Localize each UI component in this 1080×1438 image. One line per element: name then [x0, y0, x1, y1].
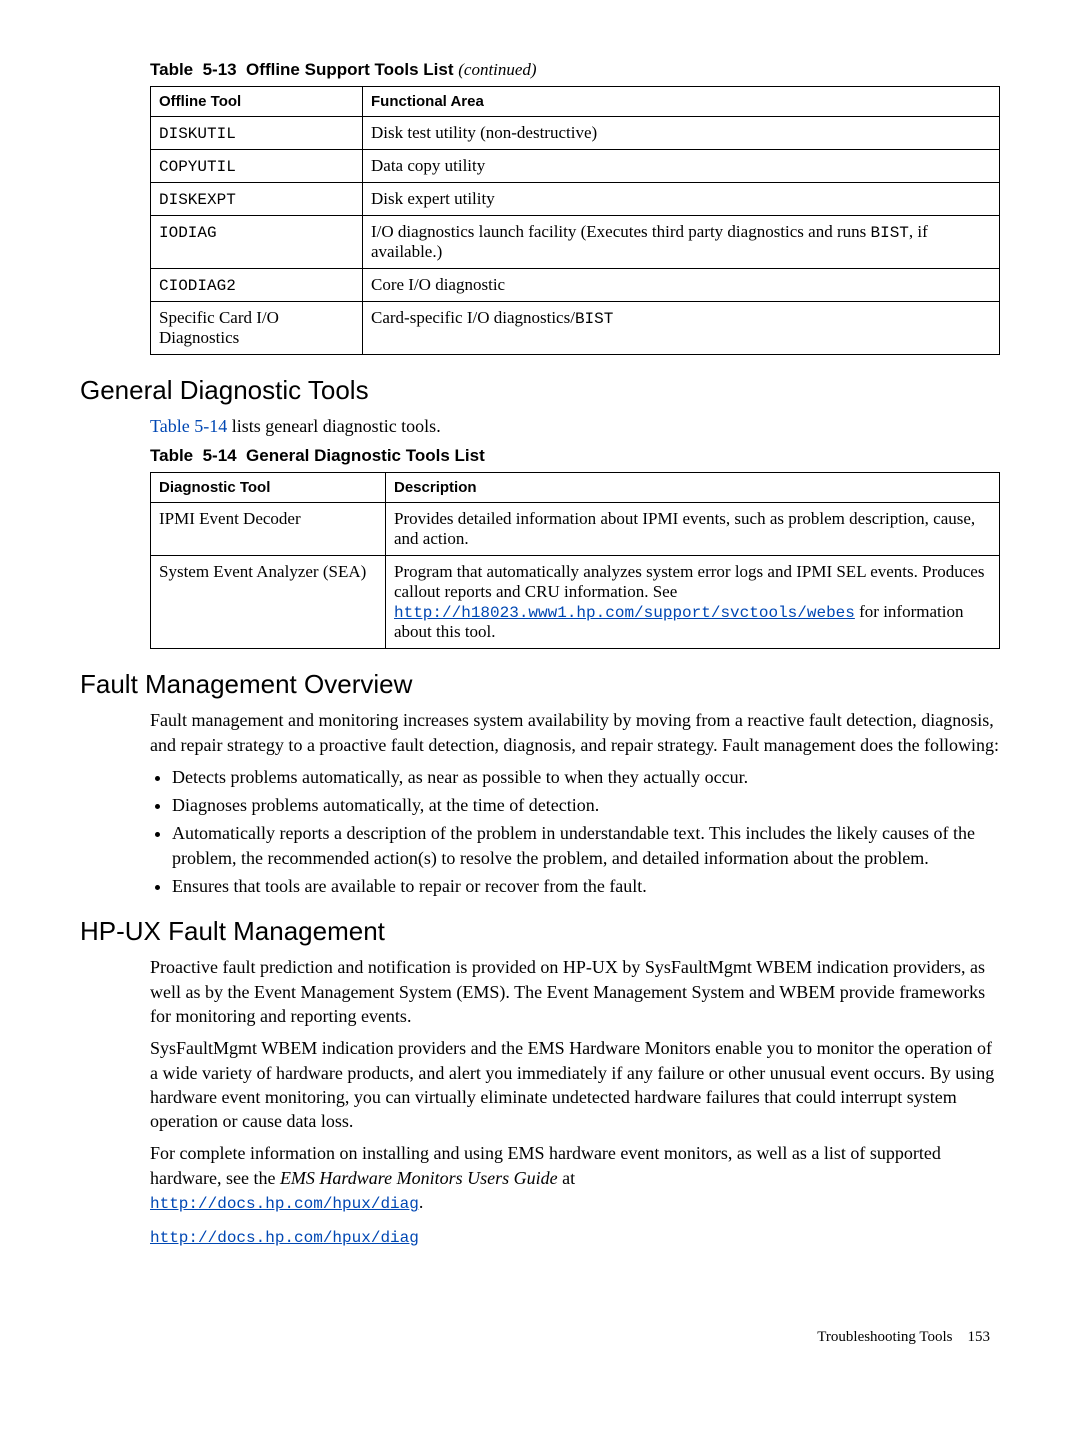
hpux-p3-post: at [558, 1168, 576, 1188]
cell: DISKUTIL [159, 125, 236, 143]
table-row: CIODIAG2 Core I/O diagnostic [151, 269, 1000, 302]
heading-fault-management-overview: Fault Management Overview [80, 669, 1000, 700]
heading-general-diagnostic-tools: General Diagnostic Tools [80, 375, 1000, 406]
cell-pre: I/O diagnostics launch facility (Execute… [371, 222, 870, 241]
cell: Disk expert utility [363, 183, 1000, 216]
cell: I/O diagnostics launch facility (Execute… [363, 216, 1000, 269]
hpux-p3-italic: EMS Hardware Monitors Users Guide [280, 1168, 558, 1188]
cell: Program that automatically analyzes syst… [386, 556, 1000, 649]
table-513-caption-continued: (continued) [458, 60, 536, 79]
cell: DISKEXPT [159, 191, 236, 209]
footer-label: Troubleshooting Tools [817, 1329, 952, 1345]
table-513-header-1: Functional Area [363, 87, 1000, 117]
gdt-intro-rest: lists genearl diagnostic tools. [227, 416, 440, 436]
cell: Card-specific I/O diagnostics/BIST [363, 302, 1000, 355]
table-row: System Event Analyzer (SEA) Program that… [151, 556, 1000, 649]
footer-page: 153 [968, 1329, 991, 1345]
hpux-p4: http://docs.hp.com/hpux/diag [150, 1224, 1000, 1250]
cell: IODIAG [159, 224, 217, 242]
table-row: IPMI Event Decoder Provides detailed inf… [151, 503, 1000, 556]
cell-mono: BIST [575, 310, 613, 328]
table-row: IODIAG I/O diagnostics launch facility (… [151, 216, 1000, 269]
cell: CIODIAG2 [159, 277, 236, 295]
table-514-header-0: Diagnostic Tool [151, 473, 386, 503]
fmo-para: Fault management and monitoring increase… [150, 708, 1000, 757]
hpux-p3: For complete information on installing a… [150, 1141, 1000, 1215]
cell: System Event Analyzer (SEA) [151, 556, 386, 649]
heading-hpux-fault-management: HP-UX Fault Management [80, 916, 1000, 947]
table-row: COPYUTIL Data copy utility [151, 150, 1000, 183]
list-item: Automatically reports a description of t… [172, 821, 1000, 870]
cell-pre: Program that automatically analyzes syst… [394, 562, 984, 601]
table-513-caption-text: Table 5-13 Offline Support Tools List [150, 60, 458, 79]
table-514-caption: Table 5-14 General Diagnostic Tools List [150, 446, 1000, 466]
table-513-caption: Table 5-13 Offline Support Tools List (c… [150, 60, 1000, 80]
list-item: Ensures that tools are available to repa… [172, 874, 1000, 898]
table-513-header-0: Offline Tool [151, 87, 363, 117]
table-row: DISKEXPT Disk expert utility [151, 183, 1000, 216]
hpux-p3-end: . [419, 1192, 424, 1212]
table-row: Diagnostic Tool Description [151, 473, 1000, 503]
fmo-bullets: Detects problems automatically, as near … [150, 765, 1000, 898]
xref-table-514[interactable]: Table 5-14 [150, 416, 227, 436]
table-514-header-1: Description [386, 473, 1000, 503]
cell: Specific Card I/O Diagnostics [151, 302, 363, 355]
cell: Provides detailed information about IPMI… [386, 503, 1000, 556]
list-item: Diagnoses problems automatically, at the… [172, 793, 1000, 817]
cell: COPYUTIL [159, 158, 236, 176]
cell-pre: Card-specific I/O diagnostics/ [371, 308, 575, 327]
cell: Core I/O diagnostic [363, 269, 1000, 302]
hpux-p2: SysFaultMgmt WBEM indication providers a… [150, 1036, 1000, 1133]
cell-mono: BIST [870, 224, 908, 242]
sea-link[interactable]: http://h18023.www1.hp.com/support/svctoo… [394, 604, 855, 622]
table-row: Offline Tool Functional Area [151, 87, 1000, 117]
hpux-p1: Proactive fault prediction and notificat… [150, 955, 1000, 1028]
table-514: Diagnostic Tool Description IPMI Event D… [150, 472, 1000, 649]
table-513: Offline Tool Functional Area DISKUTIL Di… [150, 86, 1000, 355]
cell: Disk test utility (non-destructive) [363, 117, 1000, 150]
list-item: Detects problems automatically, as near … [172, 765, 1000, 789]
gdt-intro: Table 5-14 lists genearl diagnostic tool… [150, 414, 1000, 438]
hpux-p3-link[interactable]: http://docs.hp.com/hpux/diag [150, 1195, 419, 1213]
table-row: DISKUTIL Disk test utility (non-destruct… [151, 117, 1000, 150]
cell: IPMI Event Decoder [151, 503, 386, 556]
cell: Data copy utility [363, 150, 1000, 183]
table-row: Specific Card I/O Diagnostics Card-speci… [151, 302, 1000, 355]
page-footer: Troubleshooting Tools 153 [80, 1329, 1000, 1346]
hpux-p4-link[interactable]: http://docs.hp.com/hpux/diag [150, 1229, 419, 1247]
